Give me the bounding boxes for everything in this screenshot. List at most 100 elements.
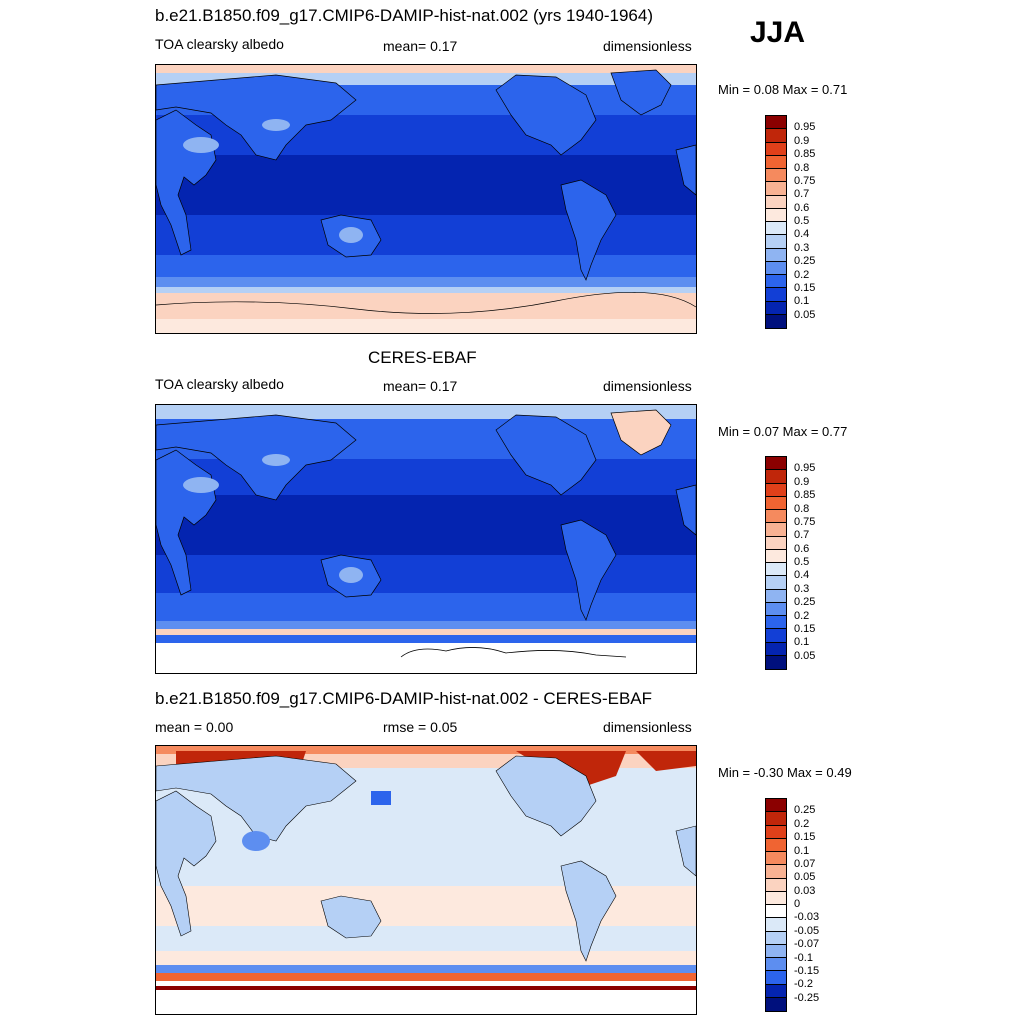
colorbar-swatch [766,918,786,932]
colorbar-tick-label: 0.15 [794,281,816,294]
panel1-colorbar [765,115,787,329]
colorbar-tick-label: 0.75 [794,174,816,187]
colorbar-swatch [766,510,786,524]
colorbar-tick-label: 0.3 [794,241,810,254]
colorbar-tick-label: 0 [794,898,801,910]
colorbar-swatch [766,288,786,302]
colorbar-swatch [766,878,786,892]
colorbar-tick-label: 0.1 [794,844,810,857]
colorbar-swatch [766,169,786,183]
panel2-title: CERES-EBAF [368,348,477,367]
colorbar-tick-label: -0.25 [794,991,820,1004]
colorbar-swatch [766,944,786,958]
colorbar-swatch [766,616,786,630]
colorbar-swatch [766,483,786,497]
colorbar-swatch [766,536,786,550]
colorbar-swatch [766,142,786,156]
colorbar-swatch [766,997,786,1011]
colorbar-tick-label: 0.15 [794,622,816,635]
colorbar-tick-label: -0.05 [794,924,820,937]
colorbar-tick-label: 0.9 [794,134,810,147]
colorbar-swatch [766,931,786,945]
colorbar-swatch [766,496,786,510]
colorbar-tick-label: 0.2 [794,817,810,830]
colorbar-swatch [766,457,786,471]
colorbar-tick-label: 0.8 [794,502,810,515]
colorbar-swatch [766,248,786,262]
colorbar-swatch [766,470,786,484]
panel2-map [155,404,697,674]
colorbar-tick-label: 0.7 [794,188,810,201]
colorbar-swatch [766,129,786,143]
colorbar-tick-label: 0.07 [794,857,816,870]
colorbar-swatch [766,812,786,826]
colorbar-tick-label: -0.2 [794,978,813,991]
panel2-colorbar [765,456,787,670]
colorbar-swatch [766,261,786,275]
panel2-minmax: Min = 0.07 Max = 0.77 [718,424,848,439]
colorbar-tick-label: 0.7 [794,529,810,542]
panel2-mean-label: mean= 0.17 [383,378,458,394]
panel1-mean-label: mean= 0.17 [383,38,458,54]
colorbar-tick-label: 0.05 [794,308,816,321]
colorbar-tick-label: -0.03 [794,911,820,924]
colorbar-swatch [766,301,786,315]
colorbar-swatch [766,563,786,577]
panel1-units-label: dimensionless [603,38,692,54]
colorbar-tick-label: 0.85 [794,489,816,502]
colorbar-tick-label: 0.6 [794,201,810,214]
colorbar-swatch [766,155,786,169]
colorbar-tick-label: 0.2 [794,268,810,281]
colorbar-tick-label: 0.6 [794,542,810,555]
colorbar-tick-label: 0.95 [794,121,816,134]
colorbar-tick-label: 0.4 [794,228,810,241]
colorbar-tick-label: 0.3 [794,582,810,595]
colorbar-tick-label: 0.25 [794,804,816,817]
colorbar-tick-label: 0.1 [794,636,810,649]
season-label: JJA [750,16,806,49]
panel1-minmax: Min = 0.08 Max = 0.71 [718,82,848,97]
panel3-minmax: Min = -0.30 Max = 0.49 [718,765,852,780]
colorbar-swatch [766,865,786,879]
colorbar-swatch [766,182,786,196]
colorbar-tick-label: 0.15 [794,831,816,844]
colorbar-swatch [766,971,786,985]
colorbar-swatch [766,523,786,537]
colorbar-swatch [766,852,786,866]
colorbar-swatch [766,116,786,130]
colorbar-swatch [766,195,786,209]
colorbar-swatch [766,984,786,998]
colorbar-tick-label: 0.05 [794,871,816,884]
colorbar-tick-label: 0.5 [794,215,810,227]
colorbar-tick-label: 0.2 [794,609,810,622]
colorbar-tick-label: -0.15 [794,964,820,977]
colorbar-swatch [766,576,786,590]
panel3-colorbar [765,798,787,1012]
colorbar-swatch [766,222,786,236]
colorbar-swatch [766,958,786,972]
colorbar-tick-label: 0.9 [794,475,810,488]
colorbar-tick-label: 0.1 [794,295,810,308]
panel1-title: b.e21.B1850.f09_g17.CMIP6-DAMIP-hist-nat… [155,6,653,25]
colorbar-swatch [766,275,786,289]
colorbar-swatch [766,799,786,813]
panel3-mean-label: mean = 0.00 [155,719,234,735]
colorbar-tick-label: 0.85 [794,148,816,161]
colorbar-tick-label: 0.5 [794,556,810,568]
panel1-variable-label: TOA clearsky albedo [155,36,284,52]
colorbar-swatch [766,905,786,919]
panel3-units-label: dimensionless [603,719,692,735]
colorbar-swatch [766,549,786,563]
colorbar-tick-label: 0.4 [794,569,810,582]
colorbar-swatch [766,602,786,616]
panel2-units-label: dimensionless [603,378,692,394]
colorbar-tick-label: 0.75 [794,515,816,528]
colorbar-tick-label: -0.07 [794,938,820,951]
colorbar-swatch [766,235,786,249]
panel3-map [155,745,697,1015]
panel3-title: b.e21.B1850.f09_g17.CMIP6-DAMIP-hist-nat… [155,689,653,708]
colorbar-swatch [766,629,786,643]
colorbar-tick-label: 0.8 [794,161,810,174]
colorbar-tick-label: 0.05 [794,649,816,662]
colorbar-swatch [766,314,786,328]
